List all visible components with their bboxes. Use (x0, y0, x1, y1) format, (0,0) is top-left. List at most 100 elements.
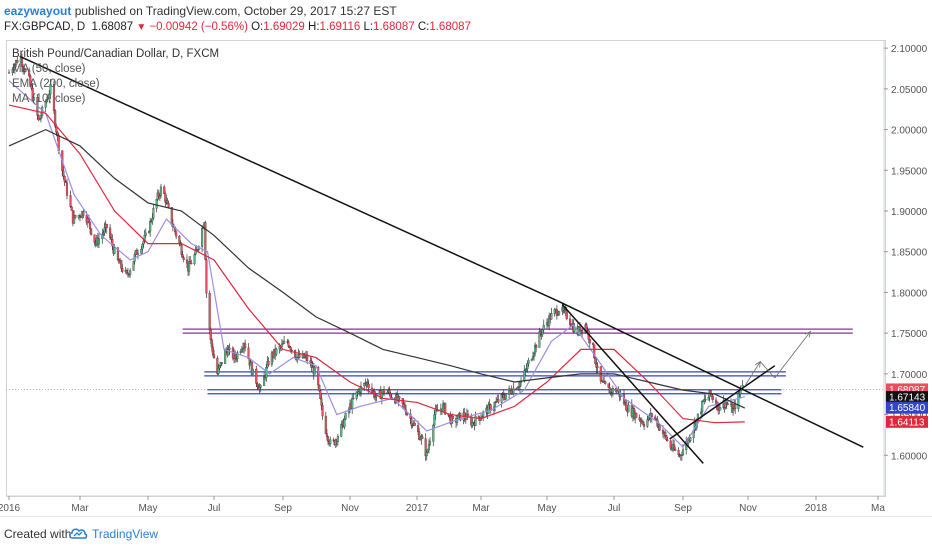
legend-ma50[interactable]: MA (50, close) (12, 63, 86, 75)
candle-body (641, 421, 644, 425)
candle-body (550, 312, 553, 320)
candle-body (380, 393, 383, 400)
created-with-text: Created with (4, 527, 72, 541)
candle-body (427, 444, 430, 451)
candle-body (54, 110, 57, 127)
candle-body (250, 361, 253, 375)
candle-body (627, 404, 630, 413)
candle-body (163, 186, 166, 194)
price-chart[interactable]: 2.10000 2.05000 2.00000 1.95000 1.90000 1.850… (0, 0, 932, 516)
candle-body (444, 403, 447, 415)
candle-body (111, 239, 114, 247)
candle-body (604, 381, 607, 384)
trendline (669, 365, 776, 440)
candle-body (148, 231, 151, 234)
candle-body (504, 394, 507, 400)
candle-body (170, 207, 173, 225)
candle-body (44, 101, 47, 108)
candle-body (175, 231, 178, 237)
price-label-text: 1.68087 (889, 385, 926, 396)
candle-body (417, 425, 420, 432)
candle-body (410, 418, 413, 426)
candle-body (642, 424, 646, 427)
candle-body (152, 208, 155, 219)
candle-body (424, 438, 427, 457)
candle-body (178, 236, 181, 244)
candle-body (306, 354, 309, 361)
candle-body (351, 398, 354, 409)
candle-body (318, 384, 321, 391)
candle-body (526, 363, 529, 369)
candle-body (638, 417, 641, 421)
candle-body (240, 349, 243, 352)
legend-ema200[interactable]: EMA (200, close) (12, 78, 100, 90)
candle-body (129, 270, 132, 275)
tradingview-cloud-icon (69, 528, 88, 539)
candle-body (569, 318, 572, 325)
candle-body (329, 439, 332, 445)
price-label-box (886, 415, 928, 428)
candle-body (594, 357, 597, 364)
candle-body (737, 393, 740, 409)
candle-body (538, 331, 541, 348)
candle-body (532, 353, 536, 357)
candle-body (294, 349, 297, 358)
x-tick-label: Mar (71, 503, 89, 514)
candle-body (255, 368, 258, 384)
candle-body (180, 244, 183, 255)
candle-body (326, 436, 330, 442)
chart-legend: British Pound/Canadian Dollar, D, FXCM M… (12, 47, 219, 107)
candle-body (87, 218, 90, 223)
candle-body (494, 402, 497, 408)
candle-body (189, 260, 192, 264)
candle-body (289, 347, 292, 351)
x-tick-label: Jul (608, 503, 621, 514)
tradingview-brand[interactable]: TradingView (92, 527, 159, 541)
price-label-text: 1.67143 (889, 393, 926, 404)
legend-ma10[interactable]: MA (10, close) (12, 93, 86, 105)
candle-body (319, 390, 322, 399)
candle-body (45, 98, 48, 103)
candle-body (565, 310, 568, 320)
candle-body (7, 72, 11, 74)
candle-body (74, 214, 77, 218)
x-tick-label: Jul (208, 503, 221, 514)
candle-body (29, 75, 32, 86)
candle-body (344, 413, 347, 420)
candle-body (658, 424, 661, 431)
price-label-text: 1.64113 (889, 417, 925, 428)
candle-body (190, 263, 193, 265)
candle-body (181, 254, 184, 258)
candle-body (321, 405, 324, 417)
y-tick-label: 1.85000 (891, 248, 928, 259)
candle-body (406, 413, 409, 415)
candle-body (88, 221, 92, 229)
candle-body (527, 360, 530, 364)
candle-body (510, 390, 513, 394)
candle-body (125, 270, 128, 274)
author-link[interactable]: eazywayout (4, 4, 72, 18)
candle-body (151, 218, 154, 222)
x-tick-label: Mar (472, 503, 490, 514)
candle-body (474, 415, 477, 426)
candle-body (336, 436, 339, 442)
candle-body (166, 200, 169, 204)
candle-body (701, 400, 704, 413)
projection-arrow (774, 331, 811, 379)
candle-body (732, 408, 735, 413)
y-tick-label: 1.90000 (891, 207, 928, 218)
candle-body (707, 396, 710, 401)
candle-body (188, 260, 191, 272)
candle-body (259, 385, 262, 388)
candle-body (516, 387, 519, 390)
candle-body (49, 84, 52, 95)
candle-body (352, 398, 355, 400)
candle-body (607, 383, 610, 388)
price-label-box (886, 401, 928, 414)
candle-body (39, 115, 42, 119)
candle-body (93, 234, 96, 243)
candle-body (340, 424, 343, 437)
candle-body (535, 344, 538, 348)
x-tick-label: Nov (341, 503, 359, 514)
price-label-box (886, 391, 928, 404)
